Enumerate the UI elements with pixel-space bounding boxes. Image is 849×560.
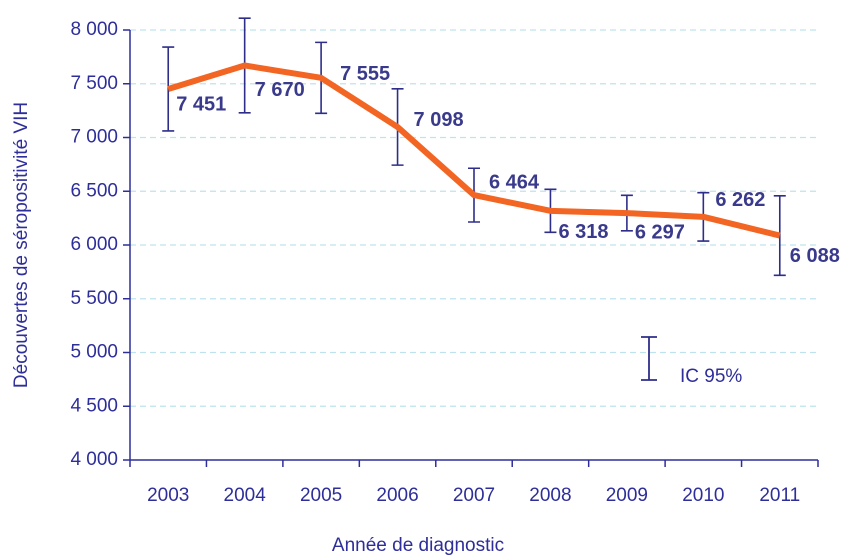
- y-tick-label: 6 000: [70, 234, 118, 255]
- y-tick-label: 4 500: [70, 395, 118, 416]
- y-tick-label: 5 000: [70, 342, 118, 363]
- y-axis-label: Découvertes de séropositivité VIH: [11, 102, 32, 388]
- data-label: 7 670: [255, 79, 305, 101]
- y-tick-label: 7 000: [70, 127, 118, 148]
- data-label: 6 297: [635, 221, 685, 243]
- x-tick-label: 2010: [682, 485, 724, 506]
- error-bar: [162, 46, 175, 132]
- data-label: 6 088: [790, 245, 840, 267]
- y-tick-label: 6 500: [70, 180, 118, 201]
- x-tick-label: 2005: [300, 485, 342, 506]
- data-label: 6 318: [558, 221, 608, 243]
- data-label: 6 262: [715, 189, 765, 211]
- x-tick-label: 2008: [529, 485, 571, 506]
- y-tick-label: 5 500: [70, 288, 118, 309]
- data-label: 7 098: [414, 109, 464, 131]
- legend-label: IC 95%: [680, 366, 742, 387]
- x-tick-label: 2009: [606, 485, 648, 506]
- x-tick-label: 2004: [224, 485, 267, 506]
- legend-symbol: [641, 336, 657, 381]
- series-line: [167, 62, 781, 239]
- error-bar: [773, 194, 786, 277]
- y-tick-label: 7 500: [70, 73, 118, 94]
- x-tick-label: 2011: [759, 485, 800, 506]
- y-tick-label: 4 000: [70, 449, 118, 470]
- y-tick-label: 8 000: [70, 19, 118, 40]
- x-axis-label: Année de diagnostic: [332, 535, 504, 556]
- data-label: 7 451: [176, 93, 226, 115]
- data-label: 7 555: [340, 63, 390, 85]
- x-tick-label: 2007: [453, 485, 495, 506]
- x-tick-label: 2006: [376, 485, 418, 506]
- data-label: 6 464: [489, 171, 540, 193]
- x-tick-label: 2003: [147, 485, 189, 506]
